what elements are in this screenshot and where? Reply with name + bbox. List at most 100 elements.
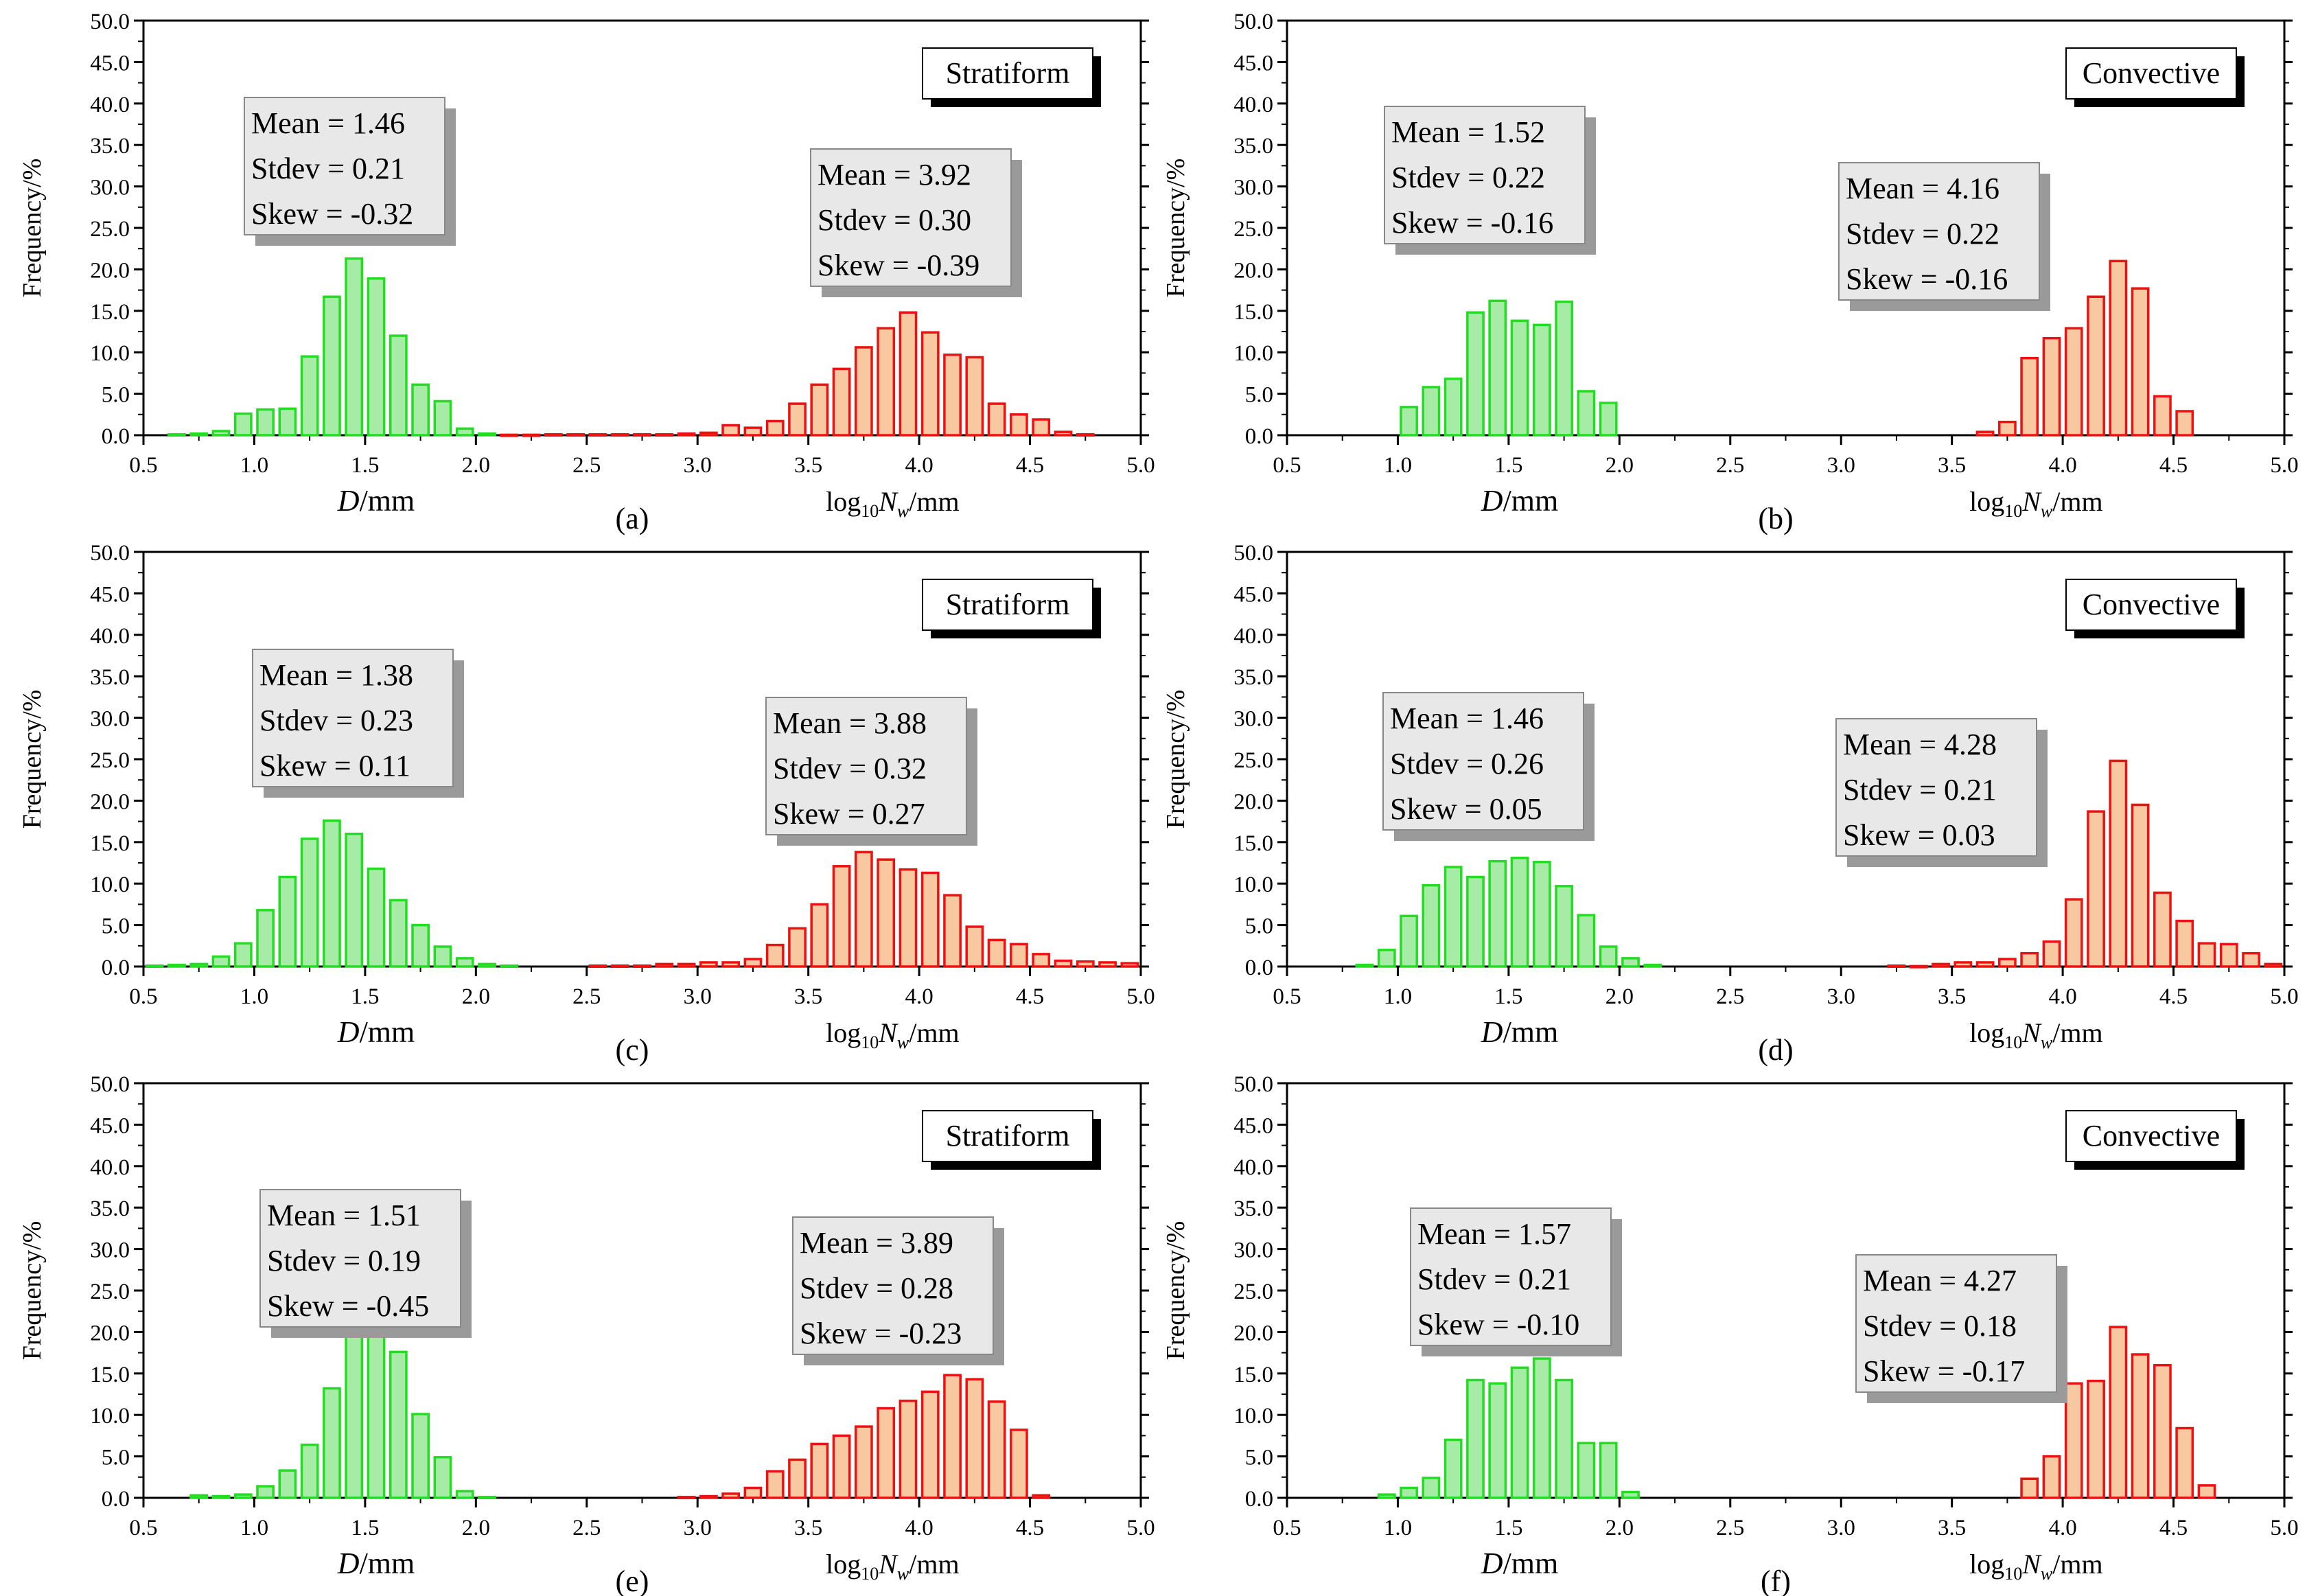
y-tick-label: 0.0 [1245, 1487, 1273, 1512]
x-tick-label: 2.0 [1605, 984, 1634, 1009]
x-tick-label: 3.5 [1938, 453, 1966, 478]
bar-nw [2153, 395, 2172, 437]
bar-d [1400, 914, 1418, 968]
bar-d [323, 1387, 341, 1499]
x-label-d-unit: /mm [360, 1015, 415, 1049]
bar-d [1510, 857, 1529, 968]
bar-d [167, 963, 186, 968]
x-label-nw-var: N [878, 1549, 899, 1580]
bar-nw [943, 1374, 962, 1499]
bar-d [1422, 386, 1441, 437]
panel-label: (d) [1758, 1033, 1793, 1067]
bar-nw [2109, 259, 2128, 437]
bar-d [256, 1485, 275, 1499]
stats-box-d-skew: Skew = -0.16 [1391, 206, 1553, 240]
x-tick-label: 4.5 [1016, 453, 1044, 478]
bar-nw [920, 871, 940, 968]
bar-d [1444, 378, 1463, 437]
bar-d [1599, 1442, 1618, 1499]
x-tick-label: 3.0 [1827, 453, 1855, 478]
y-tick-label: 0.0 [1245, 956, 1273, 980]
stats-box-d-stdev: Stdev = 0.23 [259, 704, 413, 737]
x-label-d: D/mm [1481, 1015, 1558, 1049]
x-tick-label: 5.0 [1126, 984, 1155, 1009]
bar-nw [743, 426, 763, 437]
x-tick-label: 5.0 [2270, 984, 2298, 1009]
x-label-nw-sub: 10 [861, 1032, 879, 1052]
rain-type-box [922, 579, 1093, 631]
y-tick-label: 20.0 [1233, 1321, 1273, 1345]
bar-nw [965, 1378, 984, 1499]
bar-nw [1909, 964, 1928, 969]
bar-nw [1998, 420, 2017, 437]
bar-nw [2087, 295, 2105, 437]
stats-box-d-mean: Mean = 1.57 [1417, 1217, 1571, 1251]
y-tick-label: 20.0 [90, 1321, 130, 1345]
bar-d [211, 430, 231, 437]
y-axis-label: Frequency/% [1161, 1221, 1190, 1361]
x-label-nw-unit: /mm [909, 1017, 959, 1048]
y-tick-label: 35.0 [90, 134, 130, 159]
bar-d [478, 962, 496, 968]
panel-label: (a) [616, 502, 649, 535]
y-tick-label: 40.0 [90, 93, 130, 117]
y-tick-label: 40.0 [90, 1155, 130, 1180]
bar-d [1355, 963, 1374, 968]
x-tick-label: 3.0 [1827, 1516, 1855, 1540]
stats-box-d-stdev: Stdev = 0.19 [267, 1244, 421, 1277]
x-tick-label: 2.5 [1716, 1516, 1744, 1540]
bar-d [478, 432, 496, 437]
y-axis-label: Frequency/% [18, 159, 47, 298]
x-label-d-italic: D [337, 484, 360, 518]
y-tick-label: 15.0 [90, 1363, 130, 1387]
bar-nw [677, 962, 696, 968]
bar-d [1422, 883, 1441, 968]
y-tick-label: 50.0 [90, 541, 130, 566]
bar-d [433, 1456, 452, 1499]
y-tick-label: 5.0 [1245, 914, 1273, 939]
bar-d [389, 899, 408, 968]
y-tick-label: 10.0 [1233, 1404, 1273, 1429]
x-tick-label: 2.0 [462, 1516, 490, 1540]
chart-panel-e: 0.0 5.0 10.0 15.0 20.0 25.0 30.0 35.0 40.0 45.0 50… [18, 1072, 1155, 1596]
bar-nw [810, 903, 829, 968]
bar-d [1555, 300, 1573, 437]
y-tick-label: 15.0 [1233, 300, 1273, 325]
y-tick-label: 35.0 [90, 1196, 130, 1221]
y-tick-label: 45.0 [90, 582, 130, 607]
bar-d [389, 1350, 408, 1499]
x-tick-label: 3.0 [684, 453, 712, 478]
stats-box-nw-stdev: Stdev = 0.22 [1846, 217, 1999, 251]
bar-nw [1054, 430, 1073, 437]
bar-nw [2042, 1455, 2061, 1499]
x-tick-label: 5.0 [2270, 1516, 2298, 1540]
bar-d [1444, 1438, 1463, 1499]
bar-nw [810, 383, 829, 437]
y-tick-label: 25.0 [90, 1280, 130, 1304]
x-label-nw-log: log [1969, 1017, 2004, 1048]
bar-nw [788, 402, 807, 437]
stats-box-nw-skew: Skew = 0.03 [1843, 818, 1995, 852]
bar-nw [743, 1486, 763, 1499]
bar-nw [832, 865, 851, 968]
bar-nw [855, 1425, 873, 1499]
x-tick-label: 0.5 [1273, 1516, 1301, 1540]
bar-nw [832, 367, 851, 437]
y-tick-label: 0.0 [1245, 424, 1273, 449]
bar-d [500, 964, 519, 969]
x-label-nw-unit: /mm [2052, 1549, 2102, 1580]
stats-box-d-skew: Skew = -0.32 [251, 197, 413, 231]
bar-nw [765, 943, 785, 968]
bar-nw [1954, 961, 1973, 968]
y-tick-label: 10.0 [1233, 341, 1273, 366]
x-tick-label: 4.0 [2048, 984, 2076, 1009]
y-tick-label: 20.0 [1233, 258, 1273, 283]
stats-box-d-mean: Mean = 1.46 [1390, 702, 1544, 735]
bar-d [1377, 1493, 1396, 1499]
x-label-nw-unit: /mm [2052, 1017, 2102, 1048]
x-tick-label: 2.5 [1716, 453, 1744, 478]
x-tick-label: 2.5 [572, 453, 601, 478]
bar-d [211, 1494, 231, 1499]
chart-panel-f: 0.0 5.0 10.0 15.0 20.0 25.0 30.0 35.0 40.0 45.0 50… [1161, 1072, 2299, 1596]
rain-type-box [2065, 579, 2237, 631]
